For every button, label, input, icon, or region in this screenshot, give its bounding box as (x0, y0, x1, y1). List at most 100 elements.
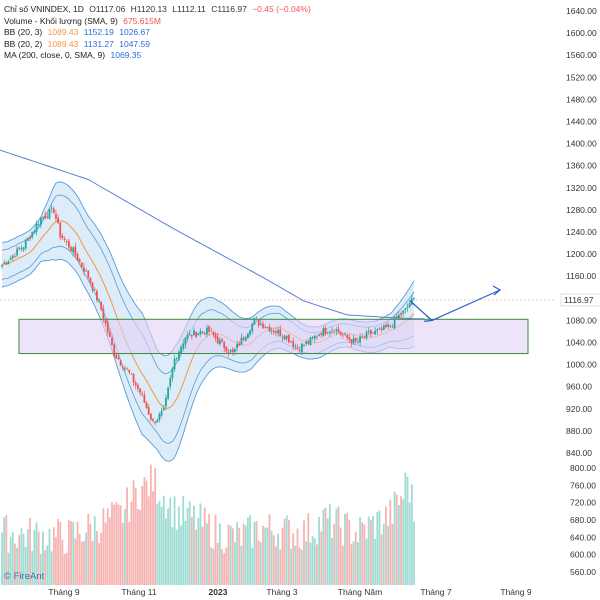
candle-body (408, 303, 411, 308)
legend-symbol[interactable]: Chỉ số VNINDEX, 1D (4, 4, 84, 14)
candle-body (387, 324, 390, 327)
candle (160, 407, 163, 418)
candle-body (46, 216, 49, 218)
legend-bb3-name[interactable]: BB (20, 3) (4, 27, 43, 37)
candle-body (257, 318, 260, 326)
candle (29, 234, 31, 242)
candle (96, 288, 98, 303)
candle-body (214, 334, 217, 339)
candle-body (398, 314, 400, 319)
volume-bar (87, 513, 90, 585)
candle-body (305, 341, 308, 344)
candle (14, 253, 16, 259)
volume-bar (348, 519, 351, 585)
candle-body (234, 348, 236, 352)
candle-body (171, 368, 174, 379)
volume-bar (337, 506, 340, 585)
candle-body (7, 261, 10, 265)
candle-body (126, 368, 129, 370)
candle-body (227, 352, 230, 354)
candle (348, 333, 351, 344)
volume-bar (372, 515, 374, 585)
legend-bb2-name[interactable]: BB (20, 2) (4, 38, 43, 49)
candle-body (367, 331, 370, 333)
volume-bar (39, 554, 42, 585)
volume-bar (283, 518, 286, 585)
legend-low: L1112.11 (172, 4, 206, 14)
candle-body (156, 419, 159, 423)
drawing-tools (409, 285, 502, 322)
volume-bar (391, 523, 394, 585)
candle-body (393, 317, 396, 329)
candle-body (402, 310, 405, 314)
volume-bar (126, 487, 129, 585)
price-axis[interactable]: 1640.00 1600.00 1560.00 1520.00 1480.00 1440.… (560, 6, 600, 458)
candle (128, 369, 131, 375)
candle-body (316, 336, 318, 338)
volume-bar (378, 510, 381, 585)
volume-bar (376, 511, 379, 585)
legend-change: −0.45 (−0.04%) (252, 4, 311, 14)
candle-body (61, 235, 64, 239)
volume-bar (249, 515, 251, 585)
time-tick-label: Tháng 11 (121, 587, 157, 597)
volume-bar (214, 514, 217, 585)
candle (180, 344, 182, 355)
candle-body (134, 382, 137, 386)
candle-body (253, 317, 256, 325)
volume-bar (406, 476, 409, 585)
candle (145, 400, 148, 409)
time-axis[interactable]: Tháng 9 Tháng 11 2023 Tháng 3 Tháng Năm Tháng… (48, 587, 531, 597)
volume-bar (367, 516, 370, 585)
candle (410, 294, 413, 306)
candle (154, 421, 157, 426)
volume-bar (240, 545, 243, 585)
candle-body (42, 216, 44, 218)
volume-bar (227, 524, 230, 585)
volume-bar (193, 505, 195, 585)
candle-body (106, 321, 109, 333)
volume-bar (91, 540, 94, 585)
candle-body (242, 337, 245, 340)
legend-ma-name[interactable]: MA (200, close, 0, SMA, 9) (4, 50, 106, 60)
candle (234, 347, 236, 356)
candle-body (313, 335, 316, 339)
zone-rect[interactable] (18, 318, 529, 355)
current-price-label: 1116.97 (564, 295, 594, 305)
candle (328, 330, 331, 337)
candle-body (50, 207, 53, 209)
volume-bar (44, 550, 47, 585)
chart-legend: Chỉ số VNINDEX, 1D O1117.06 H1120.13 L11… (4, 4, 311, 62)
volume-bar (113, 504, 116, 585)
candle (341, 332, 344, 339)
volume-bar (139, 510, 141, 585)
volume-bar (186, 507, 189, 585)
candle-body (199, 330, 202, 335)
candle-body (231, 349, 234, 353)
candle (298, 346, 301, 354)
volume-bar (20, 528, 23, 585)
volume-bar (190, 516, 193, 585)
volume-bar (184, 520, 187, 585)
candle-body (268, 326, 271, 332)
candle (279, 325, 282, 337)
price-tick-label: 1520.00 (566, 72, 597, 82)
candle-body (87, 270, 90, 278)
price-tick-label: 960.00 (566, 382, 592, 392)
candle-body (89, 277, 92, 283)
volume-bar (76, 521, 79, 585)
candle-body (100, 302, 103, 310)
candle (359, 333, 361, 347)
candle (98, 298, 100, 303)
candle (350, 338, 353, 348)
candle (167, 386, 169, 401)
legend-volume-name[interactable]: Volume - Khối lượng (SMA, 9) (4, 15, 118, 26)
candle (216, 332, 219, 345)
candle (249, 329, 251, 337)
volume-bar (408, 502, 411, 585)
candle-body (184, 337, 187, 345)
candle (119, 359, 122, 367)
candle-body (311, 337, 314, 338)
